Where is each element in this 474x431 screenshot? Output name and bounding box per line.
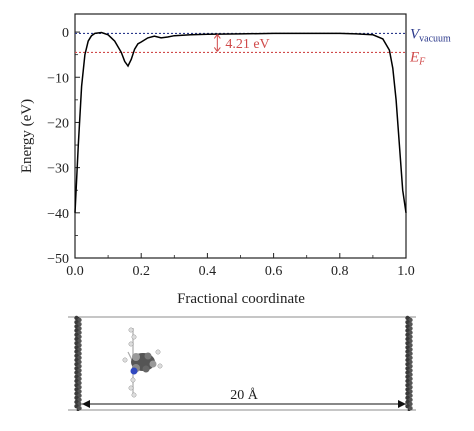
slab-right <box>405 315 413 411</box>
x-tick-label: 0.0 <box>66 264 84 279</box>
distance-arrow-head-right <box>398 400 406 408</box>
x-tick-label: 0.2 <box>132 264 150 279</box>
slab-left <box>74 315 82 411</box>
supercell-structure: 20 Å <box>68 315 416 411</box>
x-tick-label: 0.6 <box>265 264 283 279</box>
vacuum-level-label: Vvacuum <box>410 26 451 44</box>
gap-label: 4.21 eV <box>225 37 269 52</box>
x-axis-ticks: 0.0 0.2 0.4 0.6 0.8 1.0 <box>66 253 415 279</box>
y-tick-label: −40 <box>47 207 69 222</box>
y-axis-ticks: 0 −10 −20 −30 −40 −50 <box>47 26 80 267</box>
y-axis-label: Energy (eV) <box>19 99 35 173</box>
energy-curve <box>74 31 407 213</box>
x-tick-label: 0.4 <box>199 264 217 279</box>
molecule <box>122 327 163 398</box>
y-tick-label: −30 <box>47 162 69 177</box>
x-axis-label: Fractional coordinate <box>177 291 305 307</box>
x-tick-label: 1.0 <box>397 264 415 279</box>
gap-arrow <box>213 34 221 52</box>
distance-arrow-head-left <box>82 400 90 408</box>
y-tick-label: −10 <box>47 71 69 86</box>
y-tick-label: −50 <box>47 252 69 267</box>
y-tick-label: 0 <box>62 26 69 41</box>
x-tick-label: 0.8 <box>331 264 349 279</box>
fermi-level-label: EF <box>409 49 426 67</box>
distance-label: 20 Å <box>230 387 259 403</box>
y-tick-label: −20 <box>47 116 69 131</box>
